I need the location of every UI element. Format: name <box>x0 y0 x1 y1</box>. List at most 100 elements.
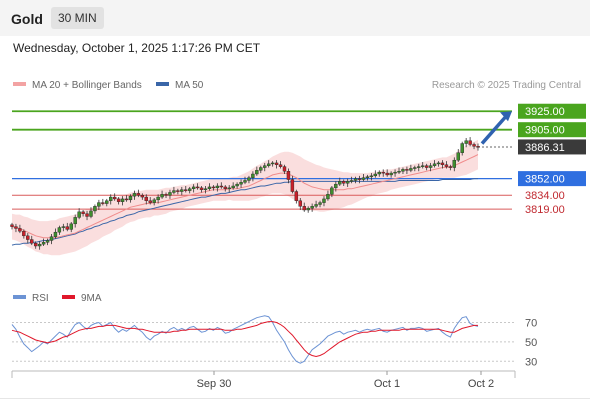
candle-body <box>322 198 326 203</box>
candle-body <box>452 159 457 168</box>
candle-body <box>148 200 152 203</box>
candle-body <box>26 235 30 240</box>
resistance-level-tag <box>518 103 586 119</box>
legend-rsi: RSI <box>13 293 49 304</box>
candle-body <box>227 187 231 190</box>
resistance-level-tag <box>518 122 586 138</box>
legend-ma20-label: MA 20 + Bollinger Bands <box>32 80 142 91</box>
candle-body <box>81 211 85 214</box>
candle-body <box>231 185 235 189</box>
candle-body <box>345 181 350 184</box>
candle-body <box>389 172 393 176</box>
ma20-line <box>11 154 479 239</box>
x-tick-label: Oct 2 <box>468 378 494 390</box>
candle-body <box>318 202 322 205</box>
candle-body <box>298 200 302 207</box>
candle-body <box>37 243 42 247</box>
candle-body <box>30 239 34 244</box>
candle-body <box>49 236 54 241</box>
last-level-tag <box>518 139 586 155</box>
candle-body <box>156 196 160 201</box>
candle-body <box>120 198 125 202</box>
candle-body <box>270 162 275 165</box>
candle-body <box>247 177 251 181</box>
candle-body <box>342 181 346 184</box>
candle-body <box>286 171 291 180</box>
candle-body <box>203 188 208 190</box>
candle-body <box>22 231 26 237</box>
candle-body <box>136 193 141 196</box>
candle-body <box>255 170 259 175</box>
candle-body <box>33 243 38 247</box>
forecast-arrow-shaft <box>480 114 509 145</box>
rsi-swatch-icon <box>13 295 26 300</box>
candle-body <box>393 171 397 174</box>
legend-rsi-ma-label: 9MA <box>81 293 102 304</box>
research-credit: Research © 2025 Trading Central <box>431 80 581 91</box>
candle-body <box>456 152 460 161</box>
candle-body <box>448 166 453 168</box>
candle-body <box>310 206 314 209</box>
candle-body <box>45 240 50 243</box>
legend-rsi-label: RSI <box>32 293 49 304</box>
candle-body <box>401 169 405 172</box>
rsi-tick-label: 70 <box>525 318 537 330</box>
candle-body <box>184 189 188 191</box>
candle-body <box>326 194 330 200</box>
candle-body <box>73 217 77 225</box>
candle-body <box>14 226 18 229</box>
candle-body <box>211 186 216 189</box>
chart-datetime: Wednesday, October 1, 2025 1:17:26 PM CE… <box>13 41 261 55</box>
candle-body <box>428 165 433 168</box>
candle-body <box>476 146 480 148</box>
candle-body <box>417 166 421 168</box>
candle-body <box>334 183 338 189</box>
candle-body <box>373 173 378 177</box>
candle-body <box>97 202 101 207</box>
candle-body <box>18 228 22 232</box>
candle-body <box>116 198 121 202</box>
candle-body <box>365 176 370 178</box>
candle-body <box>472 144 476 147</box>
ma50-line <box>11 178 478 246</box>
candle-body <box>361 177 366 180</box>
candle-body <box>144 196 148 201</box>
candle-body <box>259 167 263 171</box>
candle-body <box>282 166 287 172</box>
candle-body <box>464 140 468 144</box>
candle-body <box>172 190 176 193</box>
candle-body <box>460 143 464 153</box>
candle-body <box>112 196 117 200</box>
candle-body <box>215 185 220 189</box>
candle-body <box>109 196 113 201</box>
legend-rsi-ma: 9MA <box>62 293 102 304</box>
timeframe-button[interactable]: 30 MIN <box>51 7 104 29</box>
ma20-swatch-icon <box>13 82 26 87</box>
candle-body <box>53 231 58 237</box>
candle-body <box>424 165 429 168</box>
candle-body <box>377 171 381 175</box>
candle-body <box>180 189 184 192</box>
candle-body <box>128 195 133 201</box>
candle-body <box>176 190 180 192</box>
candle-body <box>41 242 46 245</box>
candle-body <box>235 183 239 187</box>
rsi-line <box>11 315 479 364</box>
candle-body <box>65 226 69 230</box>
candle-body <box>101 202 105 204</box>
candle-body <box>314 204 318 207</box>
candle-body <box>278 164 283 167</box>
support-level-label: 3834.00 <box>525 190 565 202</box>
candle-body <box>69 223 73 230</box>
candle-body <box>274 162 279 165</box>
candle-body <box>353 178 358 181</box>
candle-body <box>124 198 129 201</box>
candle-body <box>164 194 168 196</box>
candle-body <box>77 211 81 218</box>
candle-body <box>140 195 145 198</box>
x-tick-label: Oct 1 <box>374 378 400 390</box>
candle-body <box>243 180 247 183</box>
resistance-level-label: 3925.00 <box>525 106 565 118</box>
candle-body <box>57 227 62 233</box>
